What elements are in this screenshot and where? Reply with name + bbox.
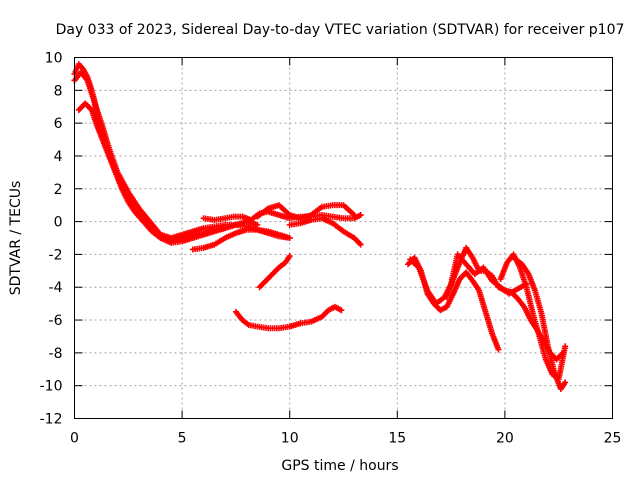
y-tick-label: 10 — [45, 51, 63, 67]
x-tick-label: 15 — [388, 431, 406, 447]
data-point — [222, 225, 229, 232]
series-track-g — [286, 215, 364, 248]
x-tick-label: 5 — [178, 431, 187, 447]
marker-layer — [71, 61, 569, 392]
data-point — [286, 253, 293, 260]
data-point — [357, 212, 364, 219]
y-tick-label: 4 — [54, 149, 63, 165]
series-track-m — [497, 251, 569, 383]
y-tick-label: 8 — [54, 83, 63, 99]
series-track-h — [232, 303, 345, 332]
x-axis-label: GPS time / hours — [281, 458, 398, 474]
data-point — [562, 343, 569, 350]
x-tick-label: 20 — [496, 431, 514, 447]
x-tick-label: 25 — [604, 431, 622, 447]
data-point — [357, 241, 364, 248]
data-point — [495, 346, 502, 353]
data-point — [286, 235, 293, 241]
y-tick-label: -4 — [49, 280, 63, 296]
y-tick-label: 0 — [54, 215, 63, 231]
y-tick-label: -6 — [49, 313, 63, 329]
x-tick-label: 0 — [70, 431, 79, 447]
chart-title: Day 033 of 2023, Sidereal Day-to-day VTE… — [56, 22, 625, 38]
data-point — [338, 307, 345, 314]
data-point — [562, 379, 569, 386]
series-track-i — [256, 253, 293, 291]
series-track-n — [512, 256, 569, 392]
tick-layer — [74, 57, 613, 419]
plot-frame — [74, 57, 613, 419]
series-track-d — [189, 226, 293, 253]
series-track-f — [254, 202, 358, 222]
data-point — [351, 212, 358, 219]
y-tick-label: 6 — [54, 116, 63, 132]
y-axis-label: SDTVAR / TECUs — [8, 181, 24, 296]
y-tick-label: -2 — [49, 247, 63, 263]
x-tick-label: 10 — [281, 431, 299, 447]
series-track-c — [75, 100, 229, 245]
grid-layer — [74, 57, 613, 419]
y-tick-label: -12 — [40, 412, 63, 428]
y-tick-label: 2 — [54, 182, 63, 198]
y-tick-label: -8 — [49, 346, 63, 362]
label-layer: 0 5 10 15 20 25 -12 -10 -8 -6 -4 -2 0 2 4 6 8 10 — [40, 51, 622, 447]
y-tick-label: -10 — [40, 379, 63, 395]
